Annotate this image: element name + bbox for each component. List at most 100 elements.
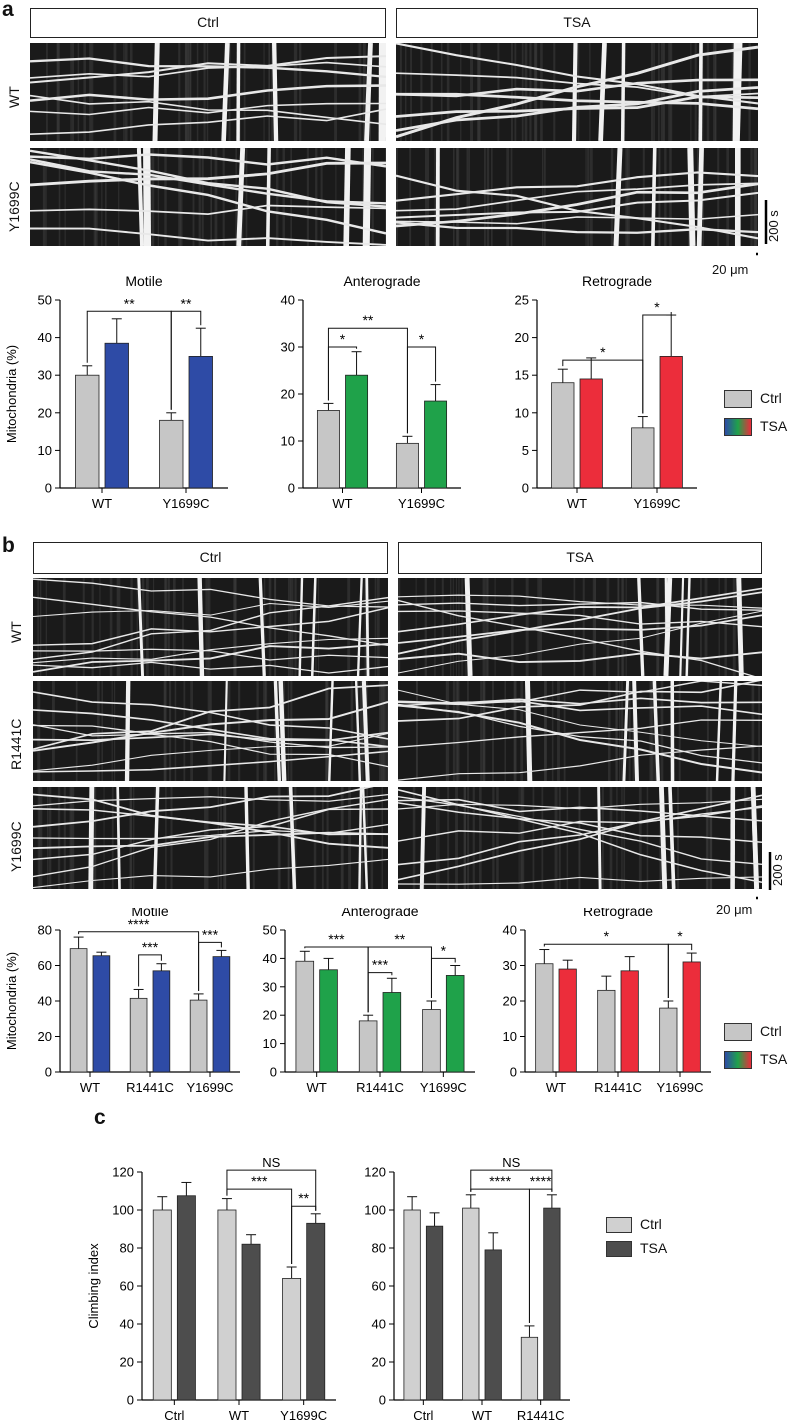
- bar-ctrl: [395, 442, 419, 489]
- significance-label: *: [654, 299, 660, 315]
- y-tick-label: 30: [38, 368, 52, 383]
- kymograph-a-y1699c-tsa: [396, 148, 758, 246]
- space-scale-label-b: 20 μm: [716, 902, 753, 917]
- bar-tsa: [188, 356, 213, 489]
- y-tick-label: 50: [38, 293, 52, 308]
- bar-ctrl: [295, 960, 315, 1073]
- legend-b: Ctrl TSA: [724, 1017, 787, 1073]
- x-tick-label: WT: [332, 496, 352, 508]
- x-tick-label: Y1699C: [420, 1080, 467, 1095]
- y-tick-label: 80: [120, 1241, 134, 1256]
- x-tick-label: Y1699C: [634, 496, 681, 508]
- panel-a-header-tsa: TSA: [396, 8, 758, 38]
- panel-b-letter: b: [2, 534, 15, 557]
- y-axis-label: Mitochondria (%): [4, 952, 19, 1050]
- y-tick-label: 100: [364, 1203, 386, 1218]
- legend-a: Ctrl TSA: [724, 384, 787, 440]
- y-tick-label: 60: [120, 1279, 134, 1294]
- chart-a-retrograde: Retrograde 0 5 10 15 20 25 WT Y1699C * *: [515, 273, 697, 508]
- chart-b-retrograde: Retrograde 0 10 20 30 40 WT R1441C Y1699C * *: [503, 908, 711, 1095]
- y-tick-label: 15: [515, 368, 529, 383]
- kymograph-b-y1699c-tsa: [398, 787, 762, 889]
- x-tick-label: R1441C: [126, 1080, 174, 1095]
- significance-label: ***: [251, 1173, 268, 1189]
- kymograph-a-wt-tsa: [396, 43, 758, 141]
- x-tick-label: Y1699C: [187, 1080, 234, 1095]
- bar-ctrl: [631, 427, 655, 489]
- bar-tsa: [484, 1249, 502, 1401]
- bar-tsa: [425, 1225, 444, 1401]
- y-tick-label: 40: [503, 923, 517, 938]
- legend-swatch-c-tsa: [606, 1241, 632, 1258]
- kymograph-b-y1699c-ctrl: [33, 787, 388, 889]
- x-tick-label: R1441C: [594, 1080, 642, 1095]
- bar-ctrl: [462, 1207, 480, 1401]
- significance-label: ***: [202, 926, 219, 942]
- chart-a-motile: Motile Mitochondria (%) 0 10 20 30 40 50 WT Y1699…: [4, 273, 228, 508]
- x-tick-label: Y1699C: [163, 496, 210, 508]
- y-tick-label: 40: [372, 1317, 386, 1332]
- y-tick-label: 0: [45, 1065, 52, 1080]
- legend-b-ctrl-label: Ctrl: [760, 1023, 782, 1039]
- bar-tsa: [579, 378, 603, 489]
- legend-swatch-tsa: [724, 418, 752, 437]
- panel-b-header-tsa: TSA: [398, 542, 762, 574]
- row-label-b-y1699c: Y1699C: [8, 821, 24, 872]
- x-tick-label: Y1699C: [280, 1408, 327, 1423]
- x-tick-label: R1441C: [356, 1080, 404, 1095]
- y-tick-label: 40: [263, 951, 277, 966]
- significance-label: ***: [372, 957, 389, 973]
- chart-title: Anterograde: [341, 908, 418, 919]
- y-tick-label: 20: [120, 1355, 134, 1370]
- significance-bracket: [226, 1169, 317, 1211]
- legend-b-ctrl: Ctrl: [724, 1017, 787, 1045]
- chart-title: Retrograde: [583, 908, 653, 919]
- legend-swatch-ctrl: [724, 390, 752, 409]
- bar-tsa: [241, 1243, 261, 1401]
- bar-ctrl: [422, 1009, 441, 1073]
- y-tick-label: 20: [263, 1008, 277, 1023]
- y-tick-label: 40: [38, 994, 52, 1009]
- significance-label: NS: [262, 1155, 280, 1170]
- y-axis-label: Mitochondria (%): [4, 345, 19, 443]
- significance-bracket: [86, 310, 172, 410]
- bar-tsa: [659, 356, 683, 489]
- legend-c-tsa: TSA: [606, 1236, 667, 1260]
- y-tick-label: 20: [372, 1355, 386, 1370]
- x-tick-label: WT: [229, 1408, 249, 1423]
- legend-b-tsa: TSA: [724, 1045, 787, 1073]
- bar-tsa: [152, 970, 171, 1073]
- y-tick-label: 80: [38, 923, 52, 938]
- y-tick-label: 80: [372, 1241, 386, 1256]
- legend-c: Ctrl TSA: [606, 1212, 667, 1260]
- significance-label: *: [604, 928, 610, 944]
- y-tick-label: 20: [281, 387, 295, 402]
- chart-b-motile: Motile Mitochondria (%) 0 20 40 60 80 WT R1441C Y…: [4, 908, 240, 1095]
- significance-label: **: [124, 295, 135, 311]
- y-tick-label: 60: [372, 1279, 386, 1294]
- y-tick-label: 25: [515, 293, 529, 308]
- bar-tsa: [176, 1195, 196, 1401]
- kymograph-b-r1441c-ctrl: [33, 681, 388, 781]
- x-tick-label: WT: [307, 1080, 327, 1095]
- significance-label: *: [441, 942, 447, 958]
- y-tick-label: 30: [263, 979, 277, 994]
- legend-swatch-tsa: [724, 1051, 752, 1070]
- significance-label: ****: [530, 1173, 552, 1189]
- bar-ctrl: [129, 997, 148, 1073]
- y-tick-label: 10: [38, 443, 52, 458]
- x-tick-label: WT: [80, 1080, 100, 1095]
- legend-swatch-ctrl: [724, 1023, 752, 1042]
- x-tick-label: WT: [472, 1408, 492, 1423]
- significance-label: NS: [502, 1155, 520, 1170]
- x-tick-label: WT: [92, 496, 112, 508]
- y-tick-label: 10: [515, 405, 529, 420]
- kymograph-b-r1441c-tsa: [398, 681, 762, 781]
- bar-ctrl: [316, 410, 340, 489]
- legend-a-ctrl: Ctrl: [724, 384, 787, 412]
- x-tick-label: Y1699C: [398, 496, 445, 508]
- panel-b-scale-bars: [756, 852, 772, 900]
- bar-ctrl: [597, 989, 616, 1073]
- y-tick-label: 40: [120, 1317, 134, 1332]
